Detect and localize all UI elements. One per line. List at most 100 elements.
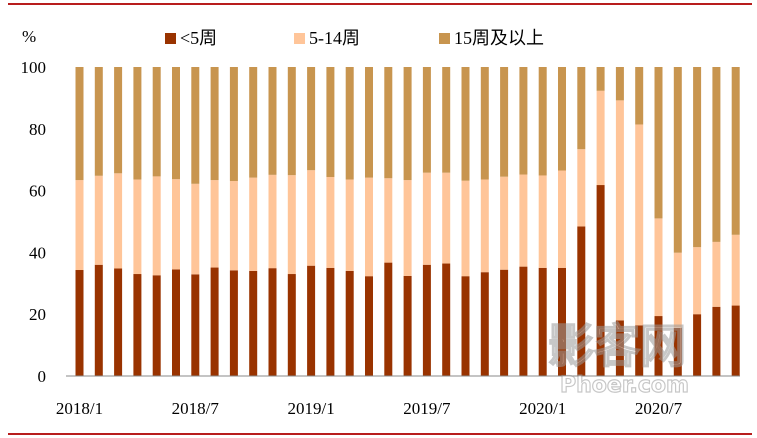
bar-segment-series1-23 bbox=[519, 266, 528, 376]
bar-segment-series2-17 bbox=[403, 180, 412, 276]
bar-segment-series2-21 bbox=[480, 179, 489, 273]
bar-segment-series2-28 bbox=[615, 100, 624, 321]
bar-segment-series3-23 bbox=[519, 67, 528, 175]
bar-segment-series1-10 bbox=[268, 268, 277, 376]
bar-segment-series3-26 bbox=[577, 67, 586, 150]
bar-segment-series1-32 bbox=[693, 314, 702, 376]
bar-segment-series2-9 bbox=[249, 177, 258, 271]
bar-segment-series1-13 bbox=[326, 267, 335, 376]
bar-segment-series3-19 bbox=[442, 67, 451, 173]
bar-segment-series1-14 bbox=[345, 270, 354, 376]
bar-segment-series3-2 bbox=[114, 67, 123, 174]
bar-segment-series3-25 bbox=[558, 67, 566, 171]
bar-segment-series3-30 bbox=[654, 67, 663, 219]
watermark: 影客网 Phoer.com bbox=[547, 318, 689, 398]
legend-label-2: 5-14周 bbox=[309, 28, 360, 48]
bar-segment-series1-30 bbox=[654, 316, 663, 376]
legend-label-3: 15周及以上 bbox=[454, 28, 544, 48]
bar-segment-series1-0 bbox=[75, 270, 84, 376]
legend-swatch-3 bbox=[439, 33, 450, 44]
watermark-sub: Phoer.com bbox=[560, 373, 689, 398]
bar-segment-series3-17 bbox=[403, 67, 412, 181]
bar-segment-series2-23 bbox=[519, 174, 528, 267]
bar-segment-series1-17 bbox=[403, 275, 412, 376]
bar-segment-series3-3 bbox=[133, 67, 142, 180]
bar-segment-series2-15 bbox=[365, 177, 373, 277]
bar-segment-series2-8 bbox=[229, 181, 238, 271]
bar-segment-series2-19 bbox=[442, 172, 451, 264]
bar-segment-series3-18 bbox=[422, 67, 431, 173]
y-tick-label-5: 100 bbox=[21, 58, 47, 77]
bar-segment-series3-27 bbox=[596, 67, 605, 91]
bar-segment-series1-2 bbox=[114, 268, 123, 376]
bar-segment-series2-22 bbox=[500, 176, 509, 270]
bar-segment-series1-6 bbox=[191, 274, 200, 376]
bar-segment-series1-1 bbox=[94, 264, 103, 376]
bar-segment-series3-20 bbox=[461, 67, 470, 181]
bar-segment-series3-7 bbox=[210, 67, 219, 181]
bar-segment-series1-7 bbox=[210, 267, 219, 376]
legend-swatch-2 bbox=[294, 33, 305, 44]
bar-segment-series2-33 bbox=[712, 241, 721, 307]
bar-segment-series3-33 bbox=[712, 67, 721, 242]
bar-segment-series1-25 bbox=[558, 267, 566, 376]
bar-segment-series1-28 bbox=[615, 320, 624, 376]
bar-segment-series2-1 bbox=[94, 175, 103, 265]
y-tick-label-4: 80 bbox=[29, 120, 46, 139]
watermark-main: 影客网 bbox=[548, 319, 686, 373]
bar-segment-series1-24 bbox=[538, 267, 547, 376]
bar-segment-series2-24 bbox=[538, 175, 547, 268]
bar-segment-series1-16 bbox=[384, 262, 393, 376]
x-tick-label-3: 2019/7 bbox=[403, 399, 451, 418]
bar-segment-series1-31 bbox=[673, 327, 682, 376]
legend-swatch-1 bbox=[165, 33, 176, 44]
y-unit-label: % bbox=[22, 27, 36, 46]
bar-segment-series1-21 bbox=[480, 272, 489, 376]
x-tick-label-1: 2018/7 bbox=[172, 399, 220, 418]
bar-segment-series2-0 bbox=[75, 180, 84, 271]
bar-segment-series3-34 bbox=[731, 67, 740, 235]
bar-segment-series2-13 bbox=[326, 177, 335, 268]
bar-segment-series2-3 bbox=[133, 179, 142, 275]
bar-segment-series3-9 bbox=[249, 67, 258, 178]
bar-segment-series1-22 bbox=[500, 269, 509, 376]
bar-segment-series3-16 bbox=[384, 67, 393, 179]
bar-segment-series3-32 bbox=[693, 67, 702, 248]
bar-segment-series1-9 bbox=[249, 270, 258, 376]
bar-segment-series3-24 bbox=[538, 67, 547, 176]
bar-segment-series1-26 bbox=[577, 226, 586, 376]
bar-segment-series1-19 bbox=[442, 263, 451, 376]
bar-segment-series1-12 bbox=[307, 265, 316, 376]
bar-segment-series1-18 bbox=[422, 264, 431, 376]
x-tick-label-5: 2020/7 bbox=[635, 399, 683, 418]
bar-segment-series3-4 bbox=[152, 67, 161, 177]
y-tick-label-2: 40 bbox=[29, 243, 46, 262]
bar-segment-series2-5 bbox=[172, 179, 180, 270]
bar-segment-series1-5 bbox=[172, 269, 180, 376]
bar-segment-series3-6 bbox=[191, 67, 200, 184]
y-tick-label-0: 0 bbox=[38, 367, 47, 386]
bar-segment-series1-4 bbox=[152, 275, 161, 376]
bar-segment-series2-27 bbox=[596, 90, 605, 186]
bar-segment-series1-20 bbox=[461, 276, 470, 376]
bar-segment-series2-10 bbox=[268, 174, 277, 269]
bar-segment-series2-14 bbox=[345, 179, 354, 271]
bar-segment-series3-11 bbox=[287, 67, 296, 176]
bar-segment-series3-22 bbox=[500, 67, 509, 177]
y-axis: 0 20 40 60 80 100 bbox=[21, 58, 47, 386]
bar-segment-series2-29 bbox=[635, 124, 644, 326]
bar-segment-series2-16 bbox=[384, 178, 393, 263]
legend-label-1: <5周 bbox=[180, 28, 217, 48]
bar-segment-series3-13 bbox=[326, 67, 335, 177]
bar-segment-series2-26 bbox=[577, 149, 586, 227]
bar-segment-series1-34 bbox=[731, 305, 740, 376]
bar-segment-series2-18 bbox=[422, 172, 431, 265]
bar-segment-series3-31 bbox=[673, 67, 682, 253]
bar-segment-series3-10 bbox=[268, 67, 277, 175]
bar-segment-series2-12 bbox=[307, 170, 316, 266]
bar-segment-series2-20 bbox=[461, 180, 470, 277]
bar-segment-series3-15 bbox=[365, 67, 373, 178]
bar-segment-series3-5 bbox=[172, 67, 180, 180]
bar-segment-series2-4 bbox=[152, 176, 161, 276]
